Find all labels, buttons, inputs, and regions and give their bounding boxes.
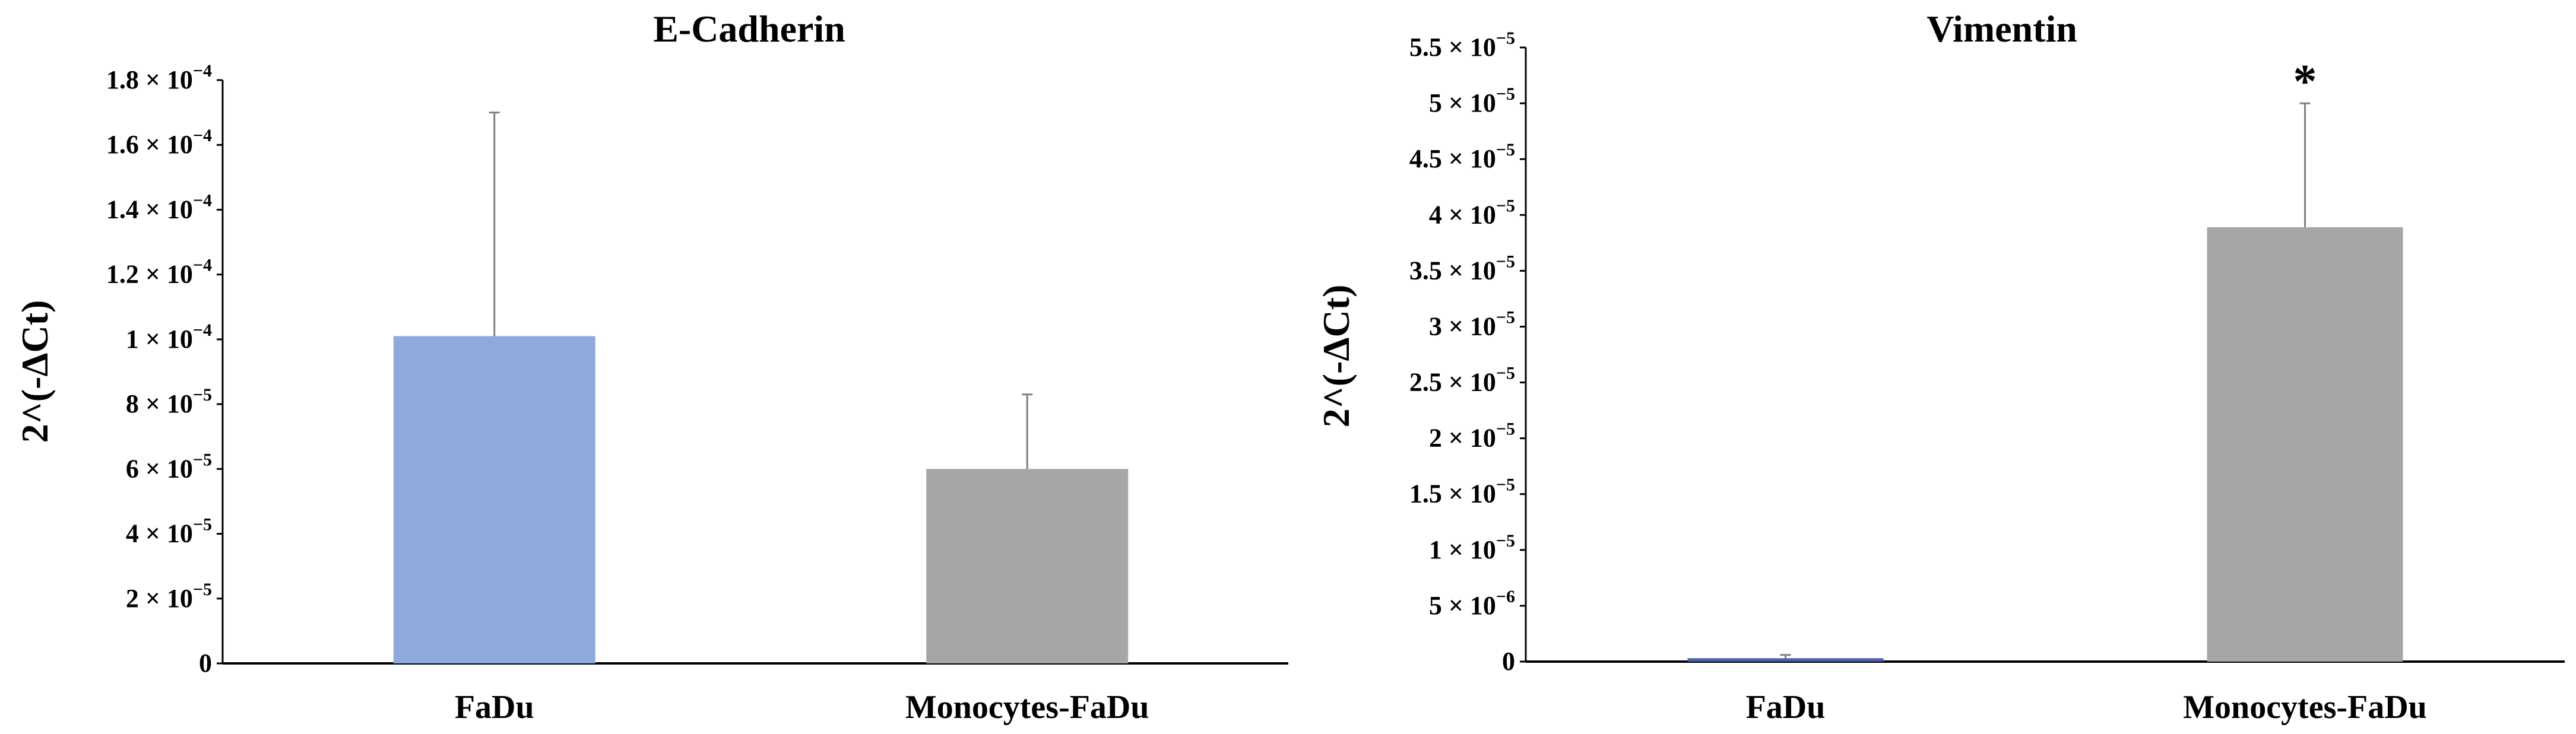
- bar: [1687, 658, 1884, 662]
- y-tick-label: 4 × 10−5: [1429, 196, 1515, 229]
- y-tick-label: 0: [1502, 647, 1515, 676]
- y-tick-label: 1 × 10−5: [1429, 531, 1515, 564]
- y-tick-label: 1.4 × 10−4: [106, 190, 212, 224]
- x-category-label: Monocytes-FaDu: [2183, 689, 2427, 726]
- y-tick-label: 0: [199, 649, 212, 678]
- bar: [393, 336, 595, 663]
- y-tick-label: 6 × 10−5: [126, 450, 212, 483]
- x-category-label: FaDu: [455, 689, 534, 726]
- chart-panel-vimentin: Vimentin 2^(-ΔCt) 0 5 × 10−6 1 × 10−5 1.5 × 1…: [1315, 8, 2565, 726]
- y-tick-label: 1.8 × 10−4: [106, 61, 212, 94]
- significance-marker: *: [2293, 56, 2317, 108]
- y-tick-label: 4 × 10−5: [126, 515, 212, 548]
- y-tick-label: 1 × 10−4: [126, 320, 212, 354]
- y-tick-label: 1.2 × 10−4: [106, 256, 212, 289]
- bar: [926, 469, 1129, 663]
- y-tick-label: 1.6 × 10−4: [106, 126, 212, 159]
- y-tick-label: 5 × 10−6: [1429, 587, 1515, 620]
- y-tick-label: 2.5 × 10−5: [1409, 364, 1515, 397]
- y-tick-label: 3 × 10−5: [1429, 307, 1515, 341]
- x-category-label: Monocytes-FaDu: [905, 689, 1149, 726]
- chart-panel-e-cadherin: E-Cadherin 2^(-ΔCt) 0 2 × 10−5 4 × 10−5 6 × 1…: [14, 8, 1288, 726]
- y-tick-label: 2 × 10−5: [1429, 420, 1515, 453]
- y-axis-label: 2^(-ΔCt): [14, 300, 56, 443]
- y-tick-label: 4.5 × 10−5: [1409, 140, 1515, 173]
- y-tick-label: 5 × 10−5: [1429, 84, 1515, 117]
- bar: [2207, 227, 2403, 662]
- chart-title: Vimentin: [1927, 8, 2077, 50]
- y-tick-label: 3.5 × 10−5: [1409, 252, 1515, 285]
- chart-title: E-Cadherin: [653, 8, 845, 50]
- y-tick-label: 8 × 10−5: [126, 385, 212, 418]
- y-tick-label: 1.5 × 10−5: [1409, 475, 1515, 509]
- x-category-label: FaDu: [1746, 689, 1826, 726]
- y-axis-label: 2^(-ΔCt): [1315, 285, 1357, 428]
- y-tick-label: 2 × 10−5: [126, 580, 212, 613]
- y-tick-label: 5.5 × 10−5: [1409, 28, 1515, 62]
